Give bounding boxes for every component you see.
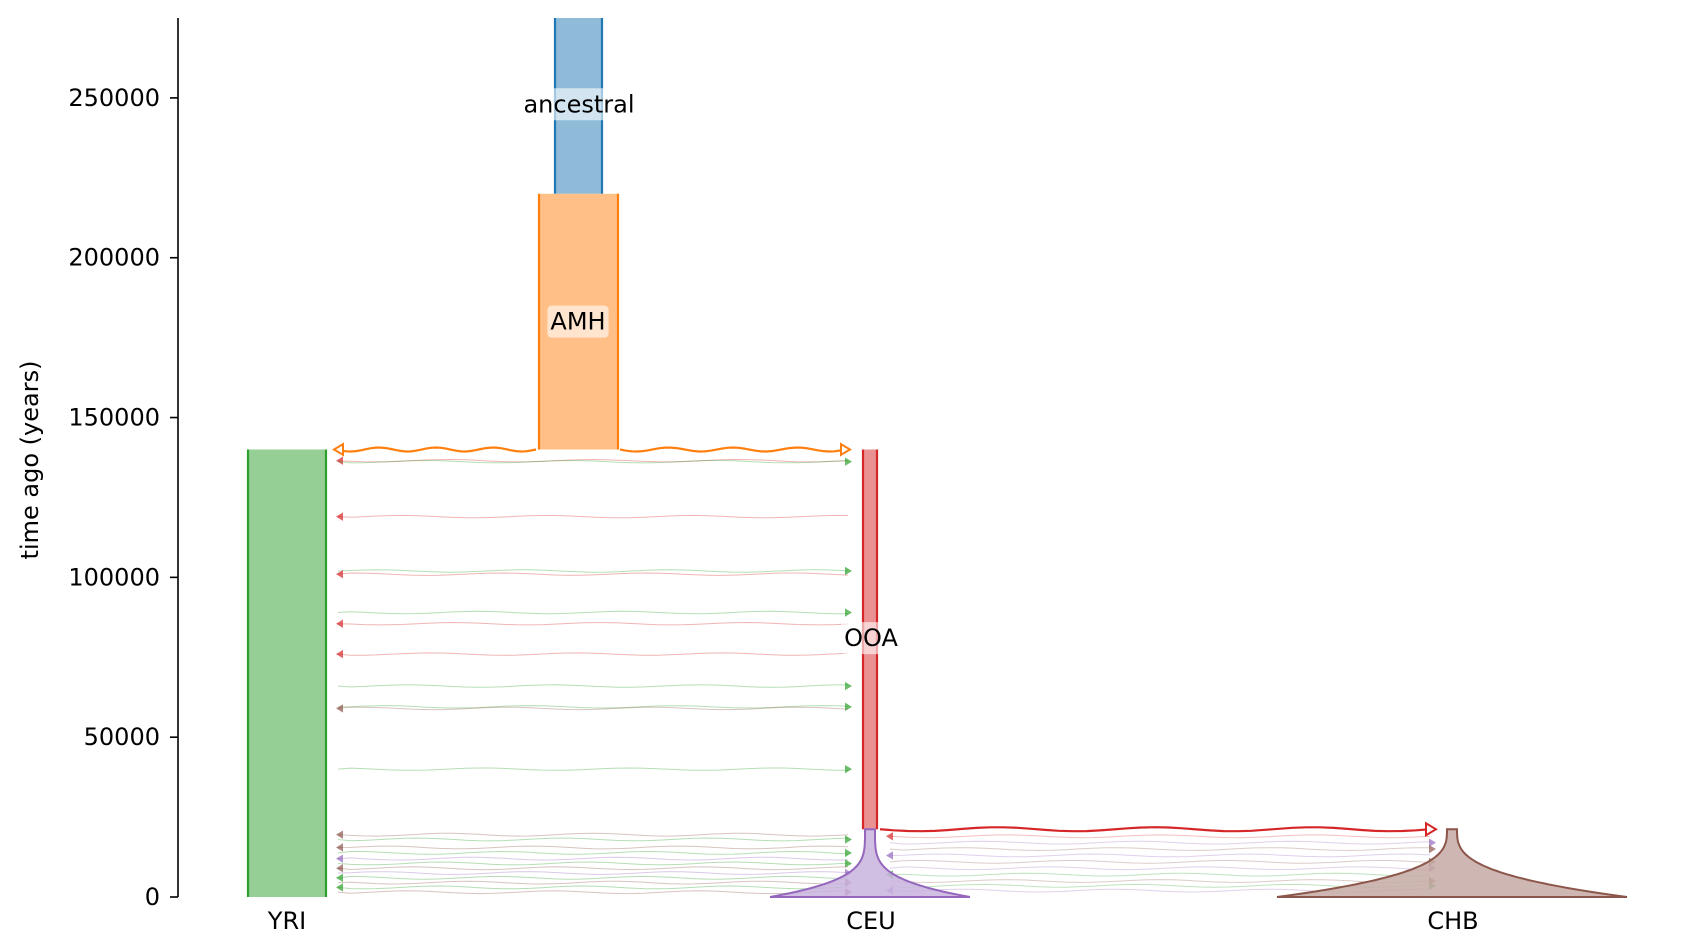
y-tick-label: 150000 xyxy=(68,404,160,432)
deme-label-text: ancestral xyxy=(523,90,634,118)
split-line xyxy=(879,826,1431,833)
deme-label-bg xyxy=(547,305,609,338)
migration-line xyxy=(337,652,849,656)
migration-line xyxy=(337,569,849,573)
migration-arrow xyxy=(845,835,852,844)
migration-arrow xyxy=(336,883,343,892)
split-line xyxy=(335,446,537,453)
migration-line xyxy=(337,856,849,861)
migration-line xyxy=(337,458,849,463)
population-labels: YRI CEU CHB xyxy=(267,907,1479,935)
split-line xyxy=(619,446,847,453)
migration-arrow xyxy=(336,512,343,521)
migration-line xyxy=(337,621,849,626)
migration-arrow xyxy=(336,873,343,883)
migration-line xyxy=(337,684,848,688)
deme-label-text: AMH xyxy=(550,308,605,336)
migration-line xyxy=(337,866,849,871)
migration-line xyxy=(889,847,1430,852)
migration-line xyxy=(337,832,849,837)
migration-lines xyxy=(336,456,1436,897)
migration-line xyxy=(889,834,1431,839)
migration-arrow xyxy=(886,851,893,860)
migration-line xyxy=(889,840,1431,845)
deme-ceu xyxy=(769,828,971,898)
deme-label-ancestral: ancestral xyxy=(520,88,638,121)
deme-chb xyxy=(1276,828,1628,898)
migration-line xyxy=(337,850,849,855)
migration-arrow xyxy=(336,456,343,465)
migration-arrow xyxy=(845,608,852,617)
migration-arrow xyxy=(336,864,343,873)
migration-arrow xyxy=(845,457,852,466)
y-axis: 0 50000 100000 150000 200000 250000 xyxy=(68,18,179,911)
migration-arrow xyxy=(845,848,852,858)
population-label-chb: CHB xyxy=(1427,907,1478,935)
migration-arrow xyxy=(845,681,852,691)
deme-label-amh: AMH xyxy=(547,305,609,338)
migration-arrow xyxy=(1429,838,1436,847)
population-label-ceu: CEU xyxy=(846,907,896,935)
migration-line xyxy=(337,845,849,850)
split-arrows xyxy=(332,442,1438,838)
deme-label-text: OOA xyxy=(844,624,898,652)
population-label-yri: YRI xyxy=(267,907,306,935)
migration-line xyxy=(337,861,849,866)
migration-line xyxy=(337,890,849,895)
migration-arrow xyxy=(336,854,343,863)
migration-arrow xyxy=(845,566,852,576)
migration-line xyxy=(337,459,849,464)
y-tick-label: 0 xyxy=(145,883,160,911)
split-arrowhead xyxy=(332,442,344,457)
migration-line xyxy=(337,610,848,615)
migration-line xyxy=(337,514,849,519)
deme-shapes xyxy=(246,18,1628,898)
migration-line xyxy=(889,872,1431,877)
migration-arrow xyxy=(336,649,343,659)
y-tick-label: 100000 xyxy=(68,563,160,591)
migration-arrow xyxy=(336,843,343,852)
migration-line xyxy=(889,866,1431,871)
deme-label-bg xyxy=(520,88,638,121)
migration-line xyxy=(337,871,849,875)
migration-line xyxy=(337,705,849,709)
migration-arrow xyxy=(845,859,852,868)
migration-line xyxy=(337,885,849,890)
migration-arrow xyxy=(336,619,343,628)
migration-arrow xyxy=(1429,844,1436,854)
migration-line xyxy=(337,706,849,711)
migration-arrow xyxy=(336,569,343,579)
split-arrowhead xyxy=(1425,821,1438,838)
deme-yri xyxy=(248,449,326,897)
migration-line xyxy=(337,837,849,842)
y-axis-title: time ago (years) xyxy=(16,361,44,560)
migration-arrow xyxy=(336,704,343,713)
y-tick-label: 250000 xyxy=(68,84,160,112)
migration-line xyxy=(337,767,849,771)
migration-arrow xyxy=(886,832,893,841)
split-arrowhead xyxy=(840,442,852,457)
migration-arrow xyxy=(845,764,852,774)
migration-line xyxy=(889,879,1431,883)
deme-label-bg xyxy=(841,622,902,655)
deme-label-ooa: OOA xyxy=(841,622,902,655)
y-tick-label: 200000 xyxy=(68,244,160,272)
migration-arrow xyxy=(845,702,852,712)
deme-labels: ancestral AMH OOA xyxy=(520,88,902,655)
y-tick-label: 50000 xyxy=(84,723,160,751)
migration-line xyxy=(889,859,1431,864)
migration-line xyxy=(337,880,849,885)
migration-line xyxy=(337,875,849,880)
migration-line xyxy=(889,853,1431,858)
migration-arrow xyxy=(336,830,343,839)
migration-line xyxy=(337,572,849,576)
